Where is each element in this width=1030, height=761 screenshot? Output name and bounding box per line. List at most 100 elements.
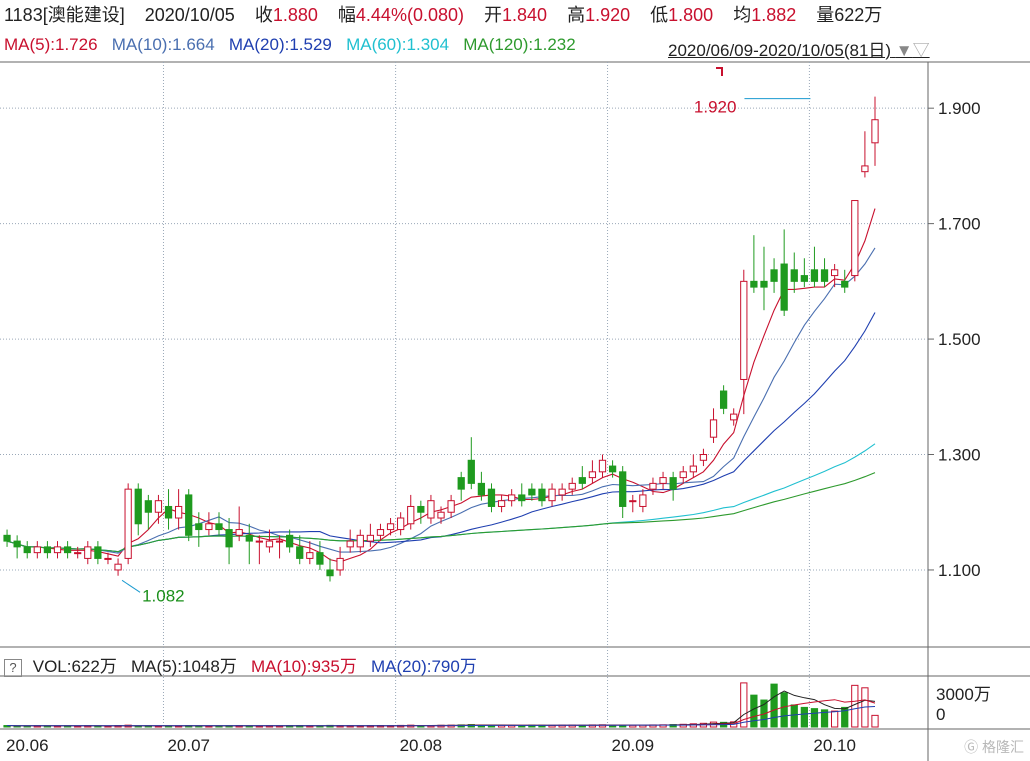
candle-body bbox=[265, 540, 274, 548]
cursor-marker-icon bbox=[716, 67, 723, 76]
chart-grid bbox=[0, 61, 1030, 761]
candle-body bbox=[528, 488, 536, 496]
date-range-text: 2020/06/09-2020/10/05(81日) bbox=[668, 41, 892, 60]
dropdown-triangle-icon[interactable]: ▼ bbox=[895, 41, 913, 60]
candle-body bbox=[538, 488, 546, 502]
volume-bar bbox=[820, 709, 829, 728]
x-tick-label: 20.07 bbox=[167, 736, 210, 755]
candle-body bbox=[780, 263, 788, 311]
candle-body bbox=[154, 500, 163, 513]
volume-bar bbox=[871, 714, 879, 728]
vol-tick-label: 0 bbox=[936, 705, 945, 724]
candle-body bbox=[366, 534, 375, 542]
candle-body bbox=[568, 482, 576, 490]
candle-body bbox=[851, 200, 859, 277]
candle-body bbox=[205, 523, 213, 531]
candle-body bbox=[487, 488, 496, 507]
close-label: 收 bbox=[254, 5, 273, 25]
x-tick-label: 20.09 bbox=[612, 736, 655, 755]
candle-body bbox=[255, 540, 263, 543]
volume-bar bbox=[790, 704, 798, 728]
candle-body bbox=[3, 534, 11, 542]
candle-body bbox=[336, 557, 344, 571]
y-tick-label: 1.900 bbox=[938, 99, 981, 118]
help-icon[interactable]: ? bbox=[4, 658, 22, 677]
candle-body bbox=[13, 540, 21, 548]
candle-body bbox=[619, 471, 627, 507]
high-label: 高 bbox=[567, 5, 586, 25]
candle-body bbox=[437, 511, 445, 519]
candle-body bbox=[225, 529, 233, 548]
watermark-text: 格隆汇 bbox=[982, 739, 1024, 755]
candle-body bbox=[33, 546, 41, 554]
change-label: 幅 bbox=[337, 5, 356, 25]
date-range-selector[interactable]: 2020/06/09-2020/10/05(81日) ▼▽ bbox=[668, 36, 930, 61]
candle-body bbox=[457, 477, 465, 490]
candle-body bbox=[699, 454, 708, 461]
candle-body bbox=[750, 280, 758, 288]
close-value: 1.880 bbox=[272, 5, 318, 25]
y-tick-label: 1.500 bbox=[938, 330, 981, 349]
candle-body bbox=[871, 119, 879, 144]
vol-tick-label: 3000万 bbox=[936, 685, 991, 704]
avg-label: 均 bbox=[733, 5, 752, 25]
candle-body bbox=[800, 275, 808, 282]
candle-body bbox=[508, 494, 516, 502]
axes-layer: 1.900 1.700 1.500 1.300 1.100 20.06 20.07 20.08… bbox=[6, 67, 991, 755]
volume-bar bbox=[831, 710, 839, 728]
candle-body bbox=[63, 546, 72, 554]
candle-body bbox=[608, 465, 617, 473]
y-tick-label: 1.100 bbox=[938, 561, 981, 580]
candle-body bbox=[326, 569, 334, 577]
candle-body bbox=[548, 488, 556, 502]
candle-body bbox=[649, 482, 657, 490]
candle-body bbox=[84, 546, 92, 559]
candle-body bbox=[215, 523, 223, 531]
x-tick-label: 20.10 bbox=[813, 736, 856, 755]
low-value: 1.800 bbox=[668, 5, 714, 25]
volume-bar bbox=[750, 694, 758, 728]
candle-body bbox=[497, 500, 506, 507]
stock-code-name: 1183[澳能建设] bbox=[4, 5, 125, 25]
dropdown-triangle-outline-icon[interactable]: ▽ bbox=[912, 41, 930, 60]
candle-body bbox=[185, 494, 193, 536]
candle-body bbox=[417, 505, 425, 513]
candles-layer bbox=[3, 96, 879, 582]
vol-ma10-legend: MA(10):935万 bbox=[251, 657, 357, 676]
candle-body bbox=[245, 534, 253, 542]
candle-body bbox=[164, 505, 173, 519]
candle-body bbox=[558, 488, 566, 496]
candle-body bbox=[104, 557, 112, 560]
candle-body bbox=[53, 546, 62, 554]
candle-body bbox=[689, 465, 697, 473]
candle-body bbox=[578, 477, 586, 484]
candle-body bbox=[598, 459, 607, 473]
candle-body bbox=[861, 165, 869, 173]
ma120-legend: MA(120):1.232 bbox=[463, 35, 576, 54]
candle-body bbox=[477, 482, 486, 496]
ma120-line bbox=[6, 472, 876, 553]
low-annotation: 1.082 bbox=[142, 586, 185, 605]
high-annotation: 1.920 bbox=[694, 98, 737, 117]
ma10-legend: MA(10):1.664 bbox=[111, 35, 215, 54]
volume-bar bbox=[740, 682, 748, 728]
candle-body bbox=[275, 540, 284, 543]
volume-bar bbox=[780, 692, 788, 728]
candle-body bbox=[639, 494, 647, 507]
candle-body bbox=[518, 494, 526, 502]
candle-body bbox=[43, 546, 52, 554]
quote-header: 1183[澳能建设] 2020/10/05 收1.880 幅4.44%(0.08… bbox=[4, 4, 882, 26]
ma60-legend: MA(60):1.304 bbox=[346, 35, 450, 54]
volume-label: 量 bbox=[816, 5, 835, 25]
candle-body bbox=[810, 269, 819, 282]
candle-body bbox=[467, 459, 475, 484]
candle-body bbox=[730, 413, 738, 421]
candle-body bbox=[144, 500, 152, 513]
candle-body bbox=[740, 280, 748, 380]
volume-bar bbox=[841, 706, 849, 728]
volume-value: 622万 bbox=[834, 5, 883, 25]
volume-bar bbox=[770, 683, 778, 728]
candle-body bbox=[195, 523, 203, 531]
candle-body bbox=[386, 523, 395, 531]
